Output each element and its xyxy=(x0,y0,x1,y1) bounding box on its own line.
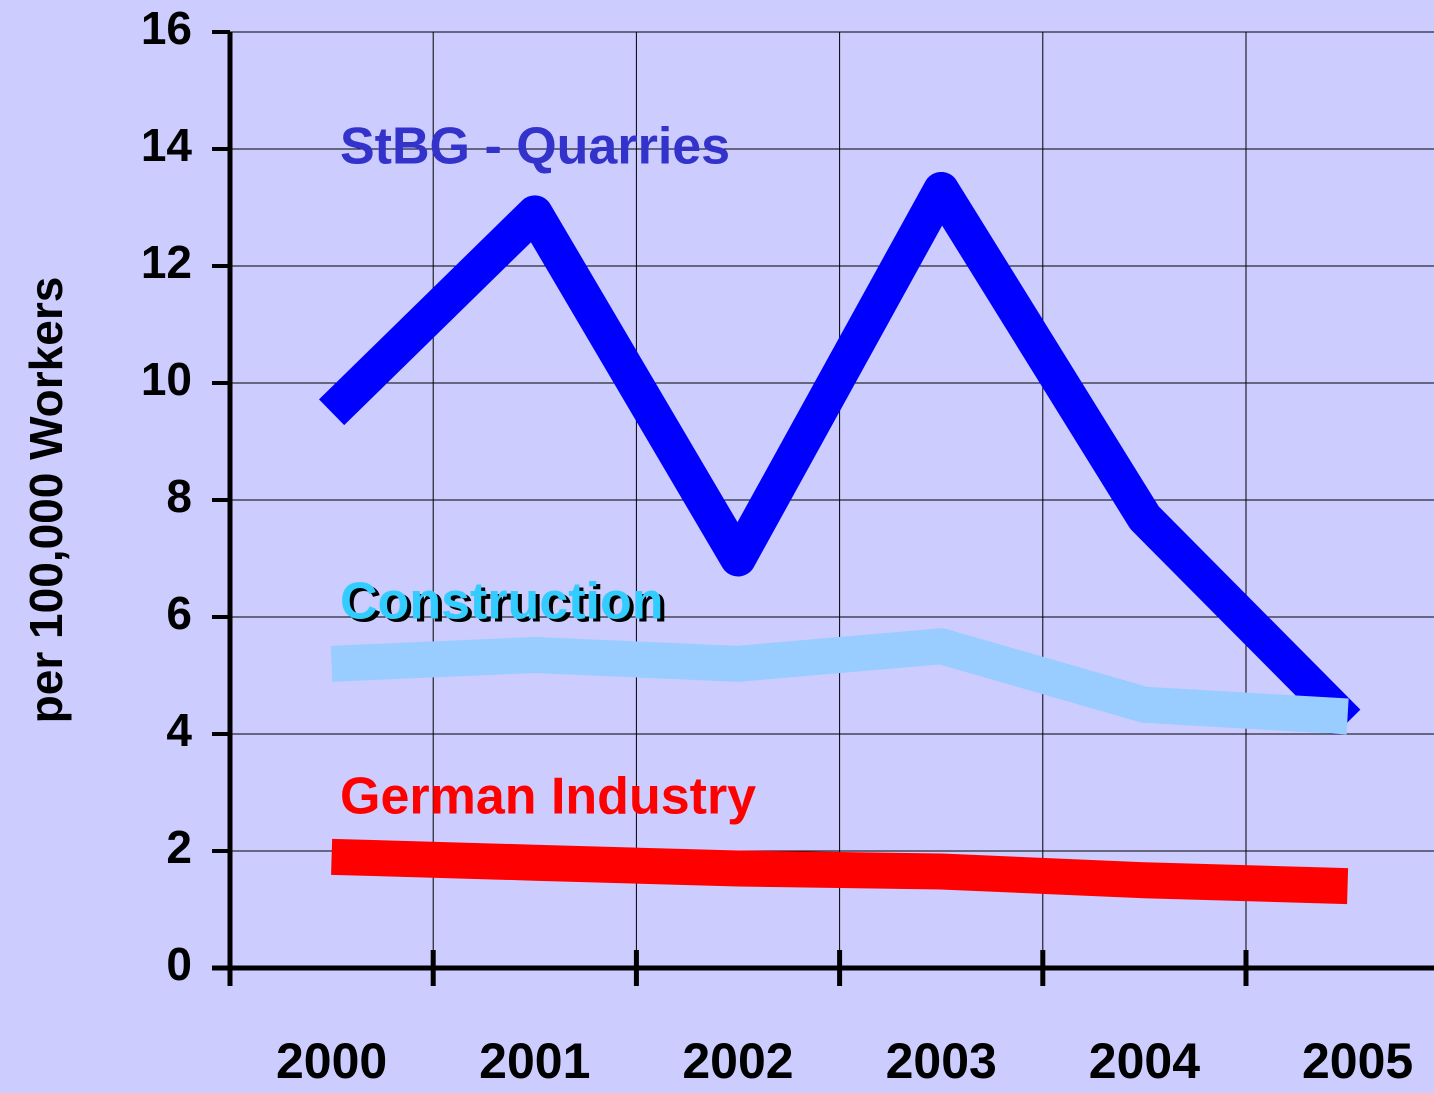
y-tick-label: 8 xyxy=(166,470,192,522)
y-tick-label: 14 xyxy=(141,119,193,171)
x-tick-label: 2002 xyxy=(682,1033,793,1089)
series-line xyxy=(330,628,1349,735)
series-line xyxy=(331,838,1349,905)
x-tick-label: 2004 xyxy=(1089,1033,1200,1089)
y-axis-label: per 100,000 Workers xyxy=(20,277,72,724)
y-tick-label: 0 xyxy=(166,938,192,990)
series-label: German Industry xyxy=(340,768,756,826)
x-tick-label: 2001 xyxy=(479,1033,590,1089)
y-tick-label: 12 xyxy=(141,236,192,288)
x-tick-label: 2005 xyxy=(1302,1033,1413,1089)
series-label: Construction xyxy=(340,573,664,631)
x-tick-label: 2000 xyxy=(276,1033,387,1089)
series-label: StBG - Quarries xyxy=(340,118,730,176)
y-tick-label: 4 xyxy=(166,704,192,756)
y-tick-label: 2 xyxy=(166,821,192,873)
x-tick-label: 2003 xyxy=(886,1033,997,1089)
y-tick-label: 10 xyxy=(141,353,192,405)
y-tick-label: 16 xyxy=(141,2,192,54)
series-label-shadow: Construction xyxy=(344,576,668,634)
series-line xyxy=(319,171,1361,735)
y-tick-label: 6 xyxy=(166,587,192,639)
